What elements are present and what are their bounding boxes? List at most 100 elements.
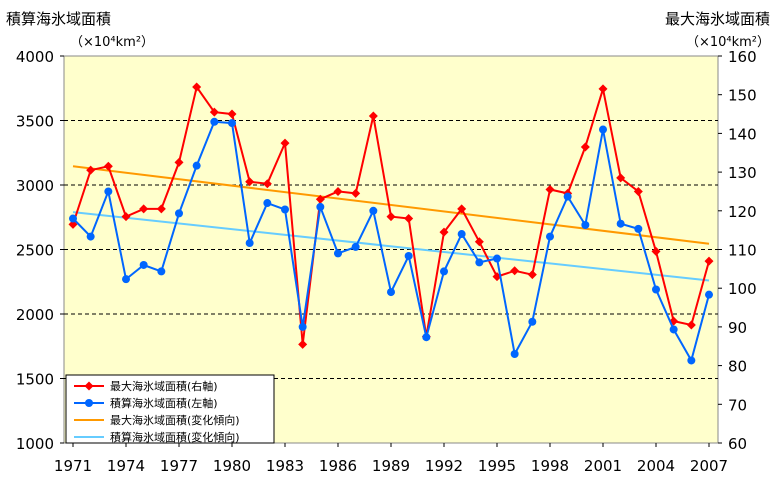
data-point xyxy=(316,202,325,211)
trend-line xyxy=(72,211,710,282)
data-point xyxy=(281,205,289,214)
trend-lines xyxy=(72,165,710,282)
data-point xyxy=(175,209,183,218)
x-tick-label: 1986 xyxy=(319,457,357,475)
left-axis-title: 積算海氷域面積 xyxy=(6,10,111,28)
data-point xyxy=(227,109,237,119)
data-point xyxy=(704,256,714,266)
trend-line xyxy=(72,165,710,245)
data-point xyxy=(192,161,201,170)
data-point xyxy=(404,251,413,260)
x-tick-label: 1971 xyxy=(54,457,92,475)
data-point xyxy=(651,246,661,256)
data-point xyxy=(263,199,272,208)
right-tick-label: 160 xyxy=(728,48,757,66)
right-tick-label: 90 xyxy=(728,319,747,337)
data-point xyxy=(457,204,467,214)
right-tick-label: 130 xyxy=(728,164,757,182)
data-point xyxy=(493,254,501,263)
left-tick-label: 3000 xyxy=(16,177,54,195)
data-point xyxy=(280,138,290,148)
legend-label: 積算海氷域面積(変化傾向) xyxy=(110,430,240,444)
legend-marker xyxy=(85,399,93,407)
data-point xyxy=(103,161,113,171)
legend: 最大海氷域面積(右軸) 積算海氷域面積(左軸) 最大海氷域面積(変化傾向) 積算海氷域… xyxy=(65,374,275,444)
data-point xyxy=(652,285,660,294)
right-axis-ticks: 60 70 80 90 100 110 120 130 140 150 160 xyxy=(718,48,757,453)
data-point xyxy=(563,192,572,201)
data-point xyxy=(245,239,254,248)
x-tick-label: 1995 xyxy=(478,457,516,475)
data-point xyxy=(333,186,343,196)
data-point xyxy=(599,125,607,134)
data-point xyxy=(616,173,626,183)
data-point xyxy=(86,232,95,241)
left-tick-label: 1000 xyxy=(16,435,54,453)
x-tick-label: 1998 xyxy=(531,457,569,475)
data-point xyxy=(156,204,166,214)
data-point xyxy=(245,177,255,187)
data-point xyxy=(404,214,414,224)
data-point xyxy=(386,212,396,222)
left-tick-label: 2000 xyxy=(16,306,54,324)
data-point xyxy=(475,258,484,267)
right-axis-title: 最大海氷域面積 xyxy=(665,10,770,28)
legend-items: 最大海氷域面積(右軸) 積算海氷域面積(左軸) 最大海氷域面積(変化傾向) 積算海氷域… xyxy=(74,379,240,444)
data-point xyxy=(387,288,395,297)
data-point xyxy=(368,111,378,121)
data-point xyxy=(439,227,449,237)
x-axis-ticks: 1971 1974 1977 1980 1983 1986 1989 1992 1995 1998… xyxy=(54,443,728,475)
data-point xyxy=(422,333,431,342)
data-point xyxy=(369,206,378,215)
left-tick-label: 1500 xyxy=(16,371,54,389)
data-point xyxy=(69,214,77,223)
data-point xyxy=(122,275,130,284)
data-point xyxy=(262,179,272,189)
data-point xyxy=(580,142,590,152)
left-tick-label: 3500 xyxy=(16,113,54,131)
data-point xyxy=(510,349,519,358)
data-point xyxy=(298,322,307,331)
left-axis-ticks: 1000 1500 2000 2500 3000 3500 4000 xyxy=(16,48,64,453)
series xyxy=(68,82,714,365)
x-tick-label: 2004 xyxy=(637,457,675,475)
x-tick-label: 2001 xyxy=(584,457,622,475)
right-tick-label: 150 xyxy=(728,87,757,105)
data-point xyxy=(228,119,236,128)
data-point xyxy=(528,317,537,326)
data-point xyxy=(139,260,148,269)
right-tick-label: 100 xyxy=(728,280,757,298)
right-tick-label: 60 xyxy=(728,435,747,453)
x-tick-label: 1983 xyxy=(266,457,304,475)
data-point xyxy=(298,339,308,349)
right-tick-label: 70 xyxy=(728,396,747,414)
data-point xyxy=(315,194,325,204)
data-point xyxy=(527,270,537,280)
left-tick-label: 4000 xyxy=(16,48,54,66)
data-point xyxy=(209,107,219,117)
x-tick-label: 2007 xyxy=(690,457,728,475)
right-tick-label: 80 xyxy=(728,358,747,376)
data-point xyxy=(616,219,625,228)
x-tick-label: 1992 xyxy=(425,457,463,475)
data-point xyxy=(157,267,166,276)
left-tick-label: 2500 xyxy=(16,242,54,260)
data-point xyxy=(545,185,555,195)
x-tick-label: 1989 xyxy=(372,457,410,475)
data-point xyxy=(581,220,590,229)
legend-marker xyxy=(84,381,94,391)
x-tick-label: 1980 xyxy=(213,457,251,475)
data-point xyxy=(546,232,554,241)
data-point xyxy=(634,224,643,233)
data-point xyxy=(687,356,696,365)
data-point xyxy=(351,188,361,198)
right-tick-label: 110 xyxy=(728,242,757,260)
data-point xyxy=(705,290,713,299)
data-point xyxy=(192,82,202,92)
right-axis-unit: （×10⁴km²） xyxy=(686,35,770,50)
data-point xyxy=(510,266,520,276)
data-point xyxy=(334,249,342,258)
data-point xyxy=(686,320,696,330)
data-point xyxy=(86,165,96,175)
